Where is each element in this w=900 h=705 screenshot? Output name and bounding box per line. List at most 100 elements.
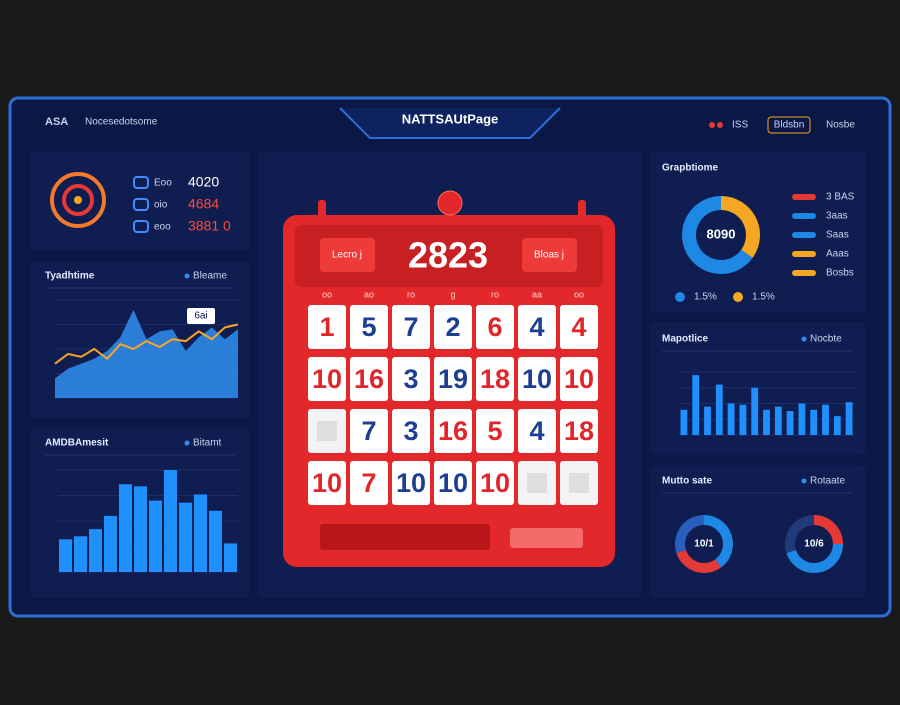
subtitle: Nocesedotsome [85,117,158,128]
target-icon [74,196,82,204]
day-cell[interactable] [308,357,346,401]
day-cell[interactable] [476,305,514,349]
day-number[interactable]: 4 [529,416,544,446]
bar [680,409,688,435]
legend-dot [733,292,743,302]
calendar-button[interactable] [510,528,583,548]
legend-swatch [792,194,816,200]
day-cell[interactable] [434,357,472,401]
donut-center: 10/6 [804,539,824,550]
day-number[interactable]: 10 [438,468,468,498]
day-cell[interactable] [392,409,430,453]
day-cell[interactable] [434,305,472,349]
stat-value: 3881 0 [188,218,231,234]
day-cell[interactable] [560,357,598,401]
day-number[interactable]: 3 [403,364,418,394]
day-number[interactable]: 6 [487,312,502,342]
day-number[interactable]: 10 [522,364,552,394]
day-number[interactable]: 4 [571,312,586,342]
day-cell[interactable] [350,409,388,453]
bar [810,409,818,435]
action[interactable]: Nosbe [826,120,855,131]
action[interactable]: Bldsbn [774,120,805,131]
logo: ASA [45,116,68,128]
day-number[interactable]: 19 [438,364,468,394]
day-placeholder [569,473,589,493]
next-label[interactable]: Bloas j [534,250,564,261]
bar [704,406,711,435]
day-cell[interactable] [518,409,556,453]
day-cell[interactable] [350,357,388,401]
legend-label: 1.5% [694,292,717,303]
calendar-ring [318,200,326,222]
title-tab [339,107,561,139]
donut-segment [703,515,733,568]
day-cell[interactable] [392,461,430,505]
day-number[interactable]: 10 [312,468,342,498]
day-number[interactable]: 5 [361,312,376,342]
legend-dot [675,292,685,302]
day-number[interactable]: 4 [529,312,544,342]
day-cell[interactable] [476,357,514,401]
day-cell[interactable] [434,461,472,505]
day-number[interactable]: 10 [480,468,510,498]
day-cell[interactable] [350,305,388,349]
day-number[interactable]: 10 [312,364,342,394]
day-number[interactable]: 16 [438,416,468,446]
day-number[interactable]: 5 [487,416,502,446]
donut-segment [675,515,705,553]
legend-swatch [792,213,816,219]
day-cell[interactable] [308,461,346,505]
bar [739,404,747,435]
bar [774,406,782,435]
stat-icon [133,220,149,233]
calendar-ring [578,200,586,222]
day-cell[interactable] [308,305,346,349]
day-cell[interactable] [560,305,598,349]
legend-dot [801,336,807,342]
weekday: g [450,289,455,299]
weekday: aa [532,289,542,299]
day-cell[interactable] [392,357,430,401]
bar [74,536,87,572]
day-number[interactable]: 18 [564,416,594,446]
weekday: ro [407,289,415,299]
day-cell[interactable] [476,461,514,505]
donut-center: 8090 [707,226,736,241]
day-cell[interactable] [392,305,430,349]
action-button[interactable] [767,116,811,134]
day-number[interactable]: 7 [361,416,376,446]
prev-button[interactable] [320,238,375,272]
legend-dot [801,478,807,484]
day-cell[interactable] [560,409,598,453]
day-number[interactable]: 7 [403,312,418,342]
day-cell[interactable] [434,409,472,453]
action[interactable]: ISS [732,120,748,131]
prev-label[interactable]: Lecro j [332,250,362,261]
area [55,309,238,398]
day-number[interactable]: 7 [361,468,376,498]
day-cell[interactable] [518,305,556,349]
bar [134,486,147,572]
day-cell[interactable] [350,461,388,505]
day-number[interactable]: 16 [354,364,384,394]
day-number[interactable]: 2 [445,312,460,342]
next-button[interactable] [522,238,577,272]
day-number[interactable]: 3 [403,416,418,446]
donut-segment [785,515,815,553]
legend-label: Bosbs [826,268,854,279]
donut-segment [720,196,760,258]
callout-box [187,308,215,324]
bar [89,529,102,572]
day-number[interactable]: 18 [480,364,510,394]
bar [786,411,794,435]
day-cell[interactable] [476,409,514,453]
weekday: ao [364,289,374,299]
day-number[interactable]: 10 [396,468,426,498]
panel-title: Grapbtiome [662,163,719,174]
day-number[interactable]: 10 [564,364,594,394]
day-number[interactable]: 1 [319,312,334,342]
day-cell[interactable] [518,357,556,401]
donut-segment [813,515,843,545]
legend-label: Rotaate [810,476,845,487]
